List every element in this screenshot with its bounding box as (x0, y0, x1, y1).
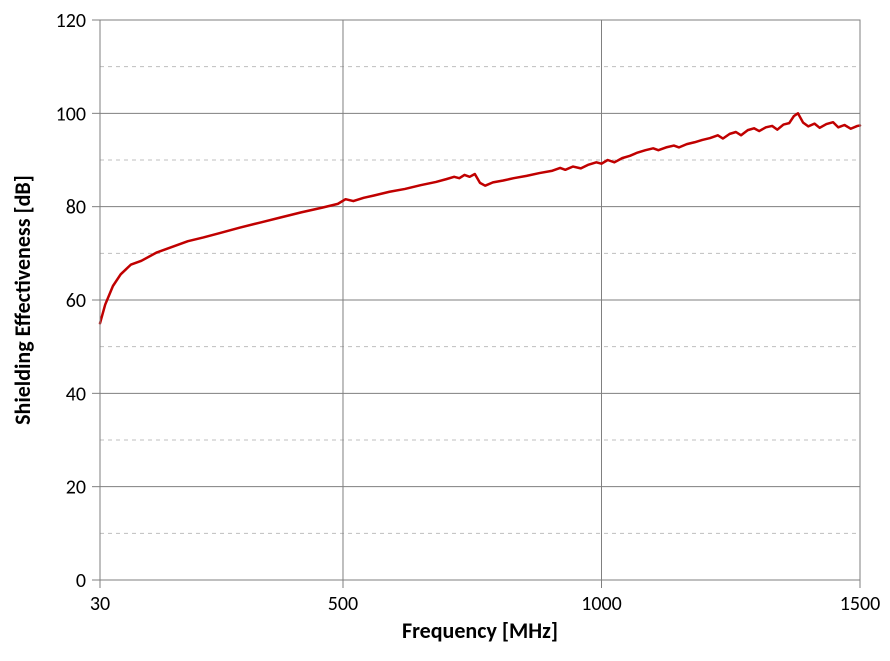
svg-text:0: 0 (76, 569, 86, 593)
line-chart: 30 500 1000 1500 0 20 40 60 80 100 120 Frequency [M… (0, 0, 890, 661)
chart-container: 30 500 1000 1500 0 20 40 60 80 100 120 Frequency [M… (0, 0, 890, 661)
svg-text:1500: 1500 (840, 592, 881, 616)
svg-text:30: 30 (90, 592, 110, 616)
svg-text:80: 80 (66, 196, 86, 220)
svg-text:1000: 1000 (581, 592, 622, 616)
svg-text:100: 100 (56, 102, 86, 126)
svg-text:20: 20 (66, 476, 86, 500)
y-axis-title: Shielding Effectiveness [dB] (9, 175, 36, 425)
svg-text:60: 60 (66, 289, 86, 313)
x-axis-title: Frequency [MHz] (402, 617, 558, 644)
svg-text:500: 500 (328, 592, 358, 616)
svg-text:120: 120 (56, 9, 86, 33)
svg-text:40: 40 (66, 382, 86, 406)
